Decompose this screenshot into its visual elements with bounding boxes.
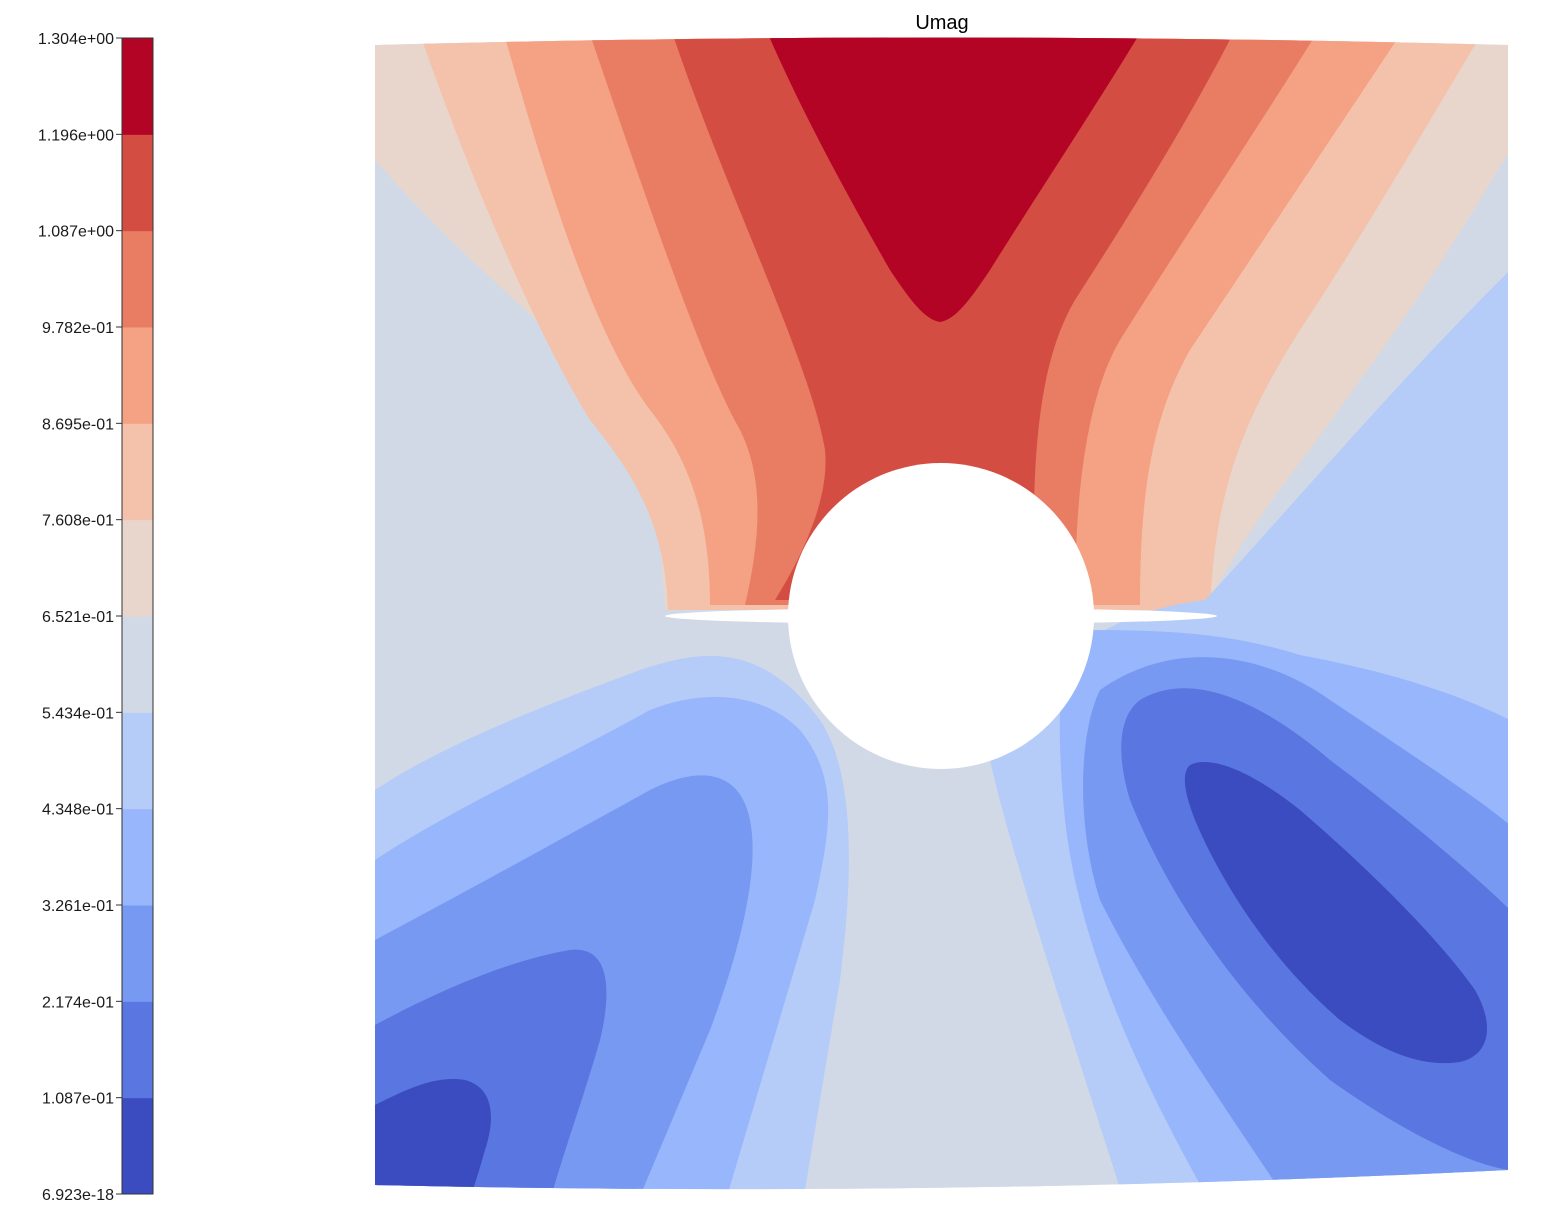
colorbar-band bbox=[122, 808, 153, 906]
colorbar-band bbox=[122, 38, 153, 135]
colorbar: 1.304e+00 1.196e+00 1.087e+00 9.782e-01 8.69… bbox=[38, 31, 154, 1204]
colorbar-band bbox=[122, 423, 153, 521]
colorbar-band bbox=[122, 1097, 153, 1195]
colorbar-band bbox=[122, 134, 153, 232]
colorbar-ticks: 1.304e+00 1.196e+00 1.087e+00 9.782e-01 8.69… bbox=[38, 31, 122, 1204]
colorbar-band bbox=[122, 519, 153, 617]
colorbar-tick-label: 6.521e-01 bbox=[42, 609, 114, 626]
colorbar-band bbox=[122, 712, 153, 810]
contour-band-lower-center bbox=[820, 1075, 1120, 1190]
geometry-cutouts bbox=[665, 463, 1217, 769]
colorbar-band bbox=[122, 1001, 153, 1099]
colorbar-tick-label: 8.695e-01 bbox=[42, 416, 114, 433]
colorbar-tick-label: 7.608e-01 bbox=[42, 513, 114, 530]
circular-hole-cutout bbox=[788, 463, 1094, 769]
contour-plot bbox=[375, 37, 1508, 1190]
colorbar-tick-label: 6.923e-18 bbox=[42, 1187, 114, 1204]
colorbar-tick-label: 5.434e-01 bbox=[42, 705, 114, 722]
contour-band-lower-right-5 bbox=[1184, 762, 1487, 1064]
contour-band-upper-6 bbox=[762, 37, 1148, 322]
colorbar-band bbox=[122, 616, 153, 713]
colorbar-bands bbox=[122, 38, 153, 1195]
colorbar-tick-label: 1.087e+00 bbox=[38, 224, 114, 241]
colorbar-tick-label: 1.304e+00 bbox=[38, 31, 114, 48]
colorbar-tick-label: 4.348e-01 bbox=[42, 802, 114, 819]
colorbar-tick-label: 9.782e-01 bbox=[42, 320, 114, 337]
contour-band-lower-left-5 bbox=[375, 1079, 491, 1190]
colorbar-tick-label: 3.261e-01 bbox=[42, 898, 114, 915]
colorbar-tick-label: 1.087e-01 bbox=[42, 1091, 114, 1108]
colorbar-tick-label: 2.174e-01 bbox=[42, 994, 114, 1011]
colorbar-band bbox=[122, 230, 153, 328]
colorbar-band bbox=[122, 327, 153, 424]
colorbar-band bbox=[122, 905, 153, 1002]
chart-title: Umag bbox=[915, 12, 968, 34]
colorbar-tick-label: 1.196e+00 bbox=[38, 127, 114, 144]
